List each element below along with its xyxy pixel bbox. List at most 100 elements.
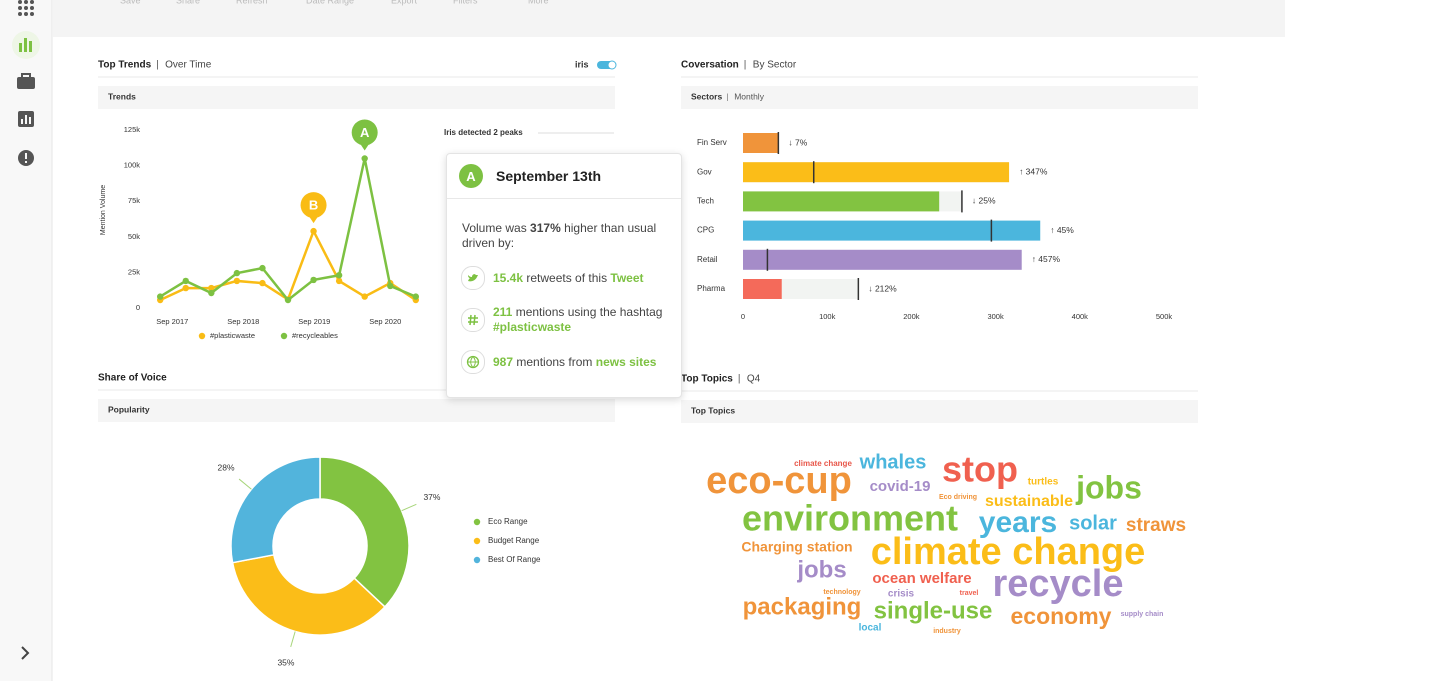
y-tick-label: 75k [128,196,140,205]
word[interactable]: stop [942,449,1018,490]
item-count: 987 [493,354,514,369]
change-label: ↓ 212% [868,283,897,293]
peak-pin[interactable] [351,119,378,146]
word[interactable]: turtles [1028,477,1059,488]
word[interactable]: eco-cup [706,460,852,502]
series-point [208,284,215,292]
peak-label: B [309,198,318,213]
series-point [233,277,241,285]
word[interactable]: Eco driving [939,494,977,501]
item-link[interactable]: #plasticwaste [493,320,572,334]
legend-label: Budget Range [488,536,540,545]
word[interactable]: years [979,506,1057,539]
word[interactable]: packaging [743,593,862,620]
toolbar-item[interactable]: Filters [453,0,478,5]
separator: | [738,374,741,385]
toolbar-item[interactable]: Share [176,0,200,5]
expand-chevron[interactable] [21,646,30,660]
toolbar-item[interactable]: Export [391,0,418,5]
item-link[interactable]: Tweet [610,270,644,285]
word[interactable]: ocean welfare [872,570,971,587]
peak-pin[interactable] [300,192,327,219]
legend-label: Best Of Range [488,555,541,564]
popup-header: A September 13th [447,154,681,199]
word[interactable]: crisis [888,589,915,600]
word[interactable]: local [859,623,882,634]
series-point [157,293,164,300]
panel-header-label: Top Topics [691,405,735,415]
y-tick-label: 25k [128,267,140,276]
word[interactable]: environment [742,498,958,539]
bar[interactable] [743,220,1041,241]
bar[interactable] [743,249,1022,270]
toolbar-item[interactable]: Save [120,0,141,5]
hashtag-icon [461,308,485,332]
popup-item: 211 mentions using the hashtag #plasticw… [447,305,681,335]
word[interactable]: industry [933,628,961,635]
word[interactable]: recycle [992,563,1123,605]
word[interactable]: straws [1126,515,1186,536]
x-tick-label: 100k [819,312,836,321]
word[interactable]: jobs [1075,469,1142,505]
series-point [208,289,215,297]
item-text: retweets of this [523,270,611,285]
legend-swatch [280,332,288,340]
panel-title: Top Trends [98,60,152,71]
change-label: ↓ 25% [972,196,996,206]
series-point [335,272,343,279]
word[interactable]: jobs [796,556,846,583]
y-tick-label: 125k [124,125,141,134]
y-tick-label: 0 [136,303,140,312]
panel-header [681,86,1198,109]
word[interactable]: Charging station [741,539,852,555]
donut-slice[interactable] [319,456,410,608]
word[interactable]: sustainable [985,493,1073,510]
word[interactable]: economy [1011,603,1112,629]
word[interactable]: climate change [871,531,1146,573]
word[interactable]: single-use [874,597,993,624]
popup-item: 15.4k retweets of this Tweet [447,263,681,293]
y-axis-label: Mention Volume [100,185,107,235]
category-label: CPG [697,226,714,235]
toolbar-item[interactable]: Refresh [236,0,268,5]
toolbar-item[interactable]: Date Range [306,0,354,5]
word[interactable]: climate change [794,459,852,468]
word[interactable]: whales [859,451,927,473]
donut-slice[interactable] [231,553,386,636]
word[interactable]: technology [823,589,860,596]
toggle-knob[interactable] [607,60,617,70]
category-label: Fin Serv [697,138,727,147]
panel-subtitle: By Sector [753,60,797,71]
popup-date: September 13th [496,168,602,184]
nav-analytics-icon[interactable] [19,38,32,52]
toolbar-item[interactable]: More [528,0,549,5]
series-line [159,158,417,302]
bar[interactable] [743,133,779,153]
word[interactable]: supply chain [1121,611,1164,618]
item-link[interactable]: news sites [595,354,657,369]
word[interactable]: travel [960,590,979,597]
x-tick-label: Sep 2019 [298,317,330,326]
item-count: 15.4k [493,270,524,285]
separator: | [726,91,728,101]
word[interactable]: solar [1069,512,1117,534]
peaks-note: Iris detected 2 peaks [444,128,523,137]
bar[interactable] [743,191,940,212]
y-tick-label: 100k [124,161,141,170]
donut-slice[interactable] [230,456,321,564]
bar[interactable] [743,279,782,299]
nav-alert-icon[interactable] [18,150,34,166]
summary-percent: 317% [530,221,561,235]
panel-header [98,86,615,109]
panel-header-sub: Monthly [734,91,765,101]
apps-icon[interactable] [18,0,34,16]
popup-summary: Volume was 317% higher than usual driven… [447,199,681,251]
separator: | [744,60,747,71]
word[interactable]: covid-19 [870,478,931,495]
nav-report-icon[interactable] [18,111,34,127]
x-tick-label: Sep 2020 [369,317,401,326]
nav-briefcase-icon[interactable] [17,73,35,89]
bar[interactable] [743,162,1010,183]
x-tick-label: 400k [1072,312,1089,321]
panel-title: Coversation [681,60,739,71]
